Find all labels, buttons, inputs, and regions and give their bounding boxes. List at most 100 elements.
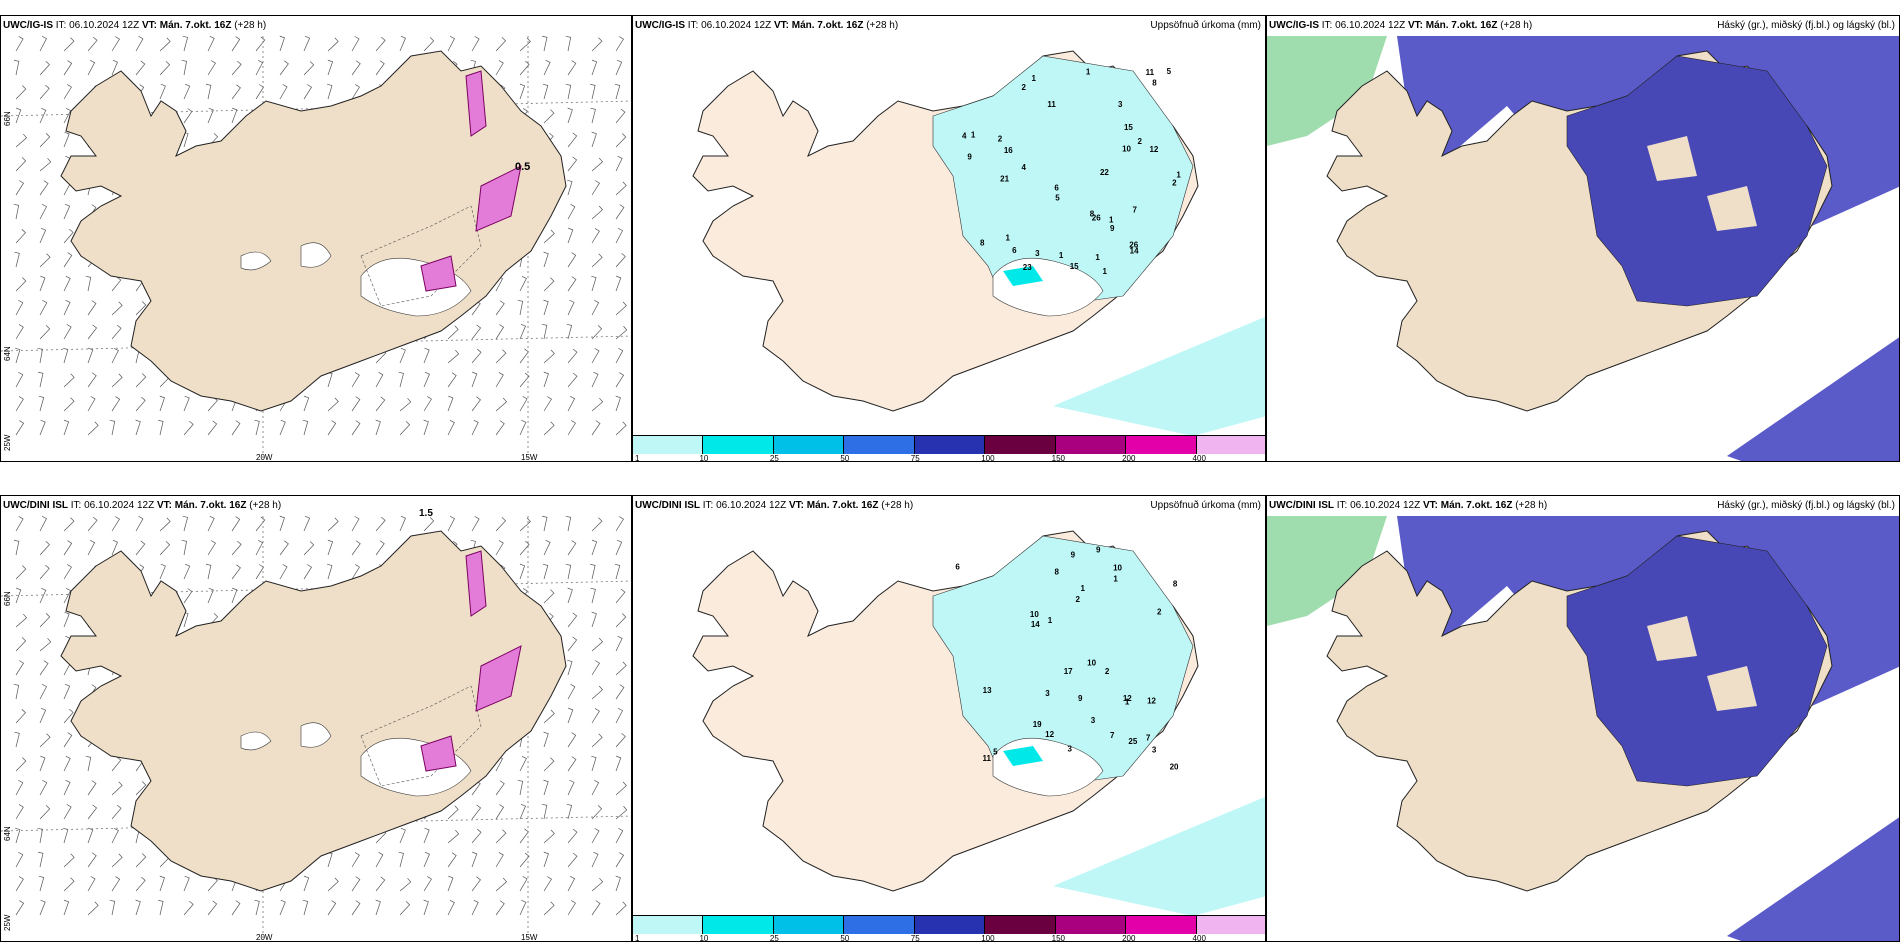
wind-barb [303,61,315,76]
wind-barb [327,517,339,532]
colorbar-swatch [985,436,1056,454]
wind-barb [615,348,624,364]
wind-barb [135,516,144,532]
wind-barb [591,299,600,316]
wind-barb [591,275,597,292]
wind-barb [15,85,27,100]
wind-barb [159,517,171,532]
wind-barb [519,275,527,292]
colorbar-swatch [914,916,986,934]
precip-value-label: 4 [962,132,967,141]
wind-barb [39,227,47,244]
wind-barb [519,803,526,820]
annotation-value: 1.5 [419,508,433,519]
wind-barb [565,515,572,532]
wind-barb [87,59,96,76]
wind-barb [399,827,406,844]
precip-cell [465,70,487,137]
wind-barb [39,61,50,76]
wind-barb [63,84,72,100]
wind-barb [543,349,555,364]
wind-barb [543,901,555,916]
colorbar-swatch [1055,436,1127,454]
wind-barb [135,781,147,796]
colorbar-label: 75 [910,934,920,942]
wind-barb [159,563,166,580]
wind-barb [14,251,20,268]
wind-barb [39,707,47,724]
wind-barb [39,133,51,148]
wind-barb [207,107,214,124]
wind-barb [87,901,99,916]
precip-value-label: 1 [1080,584,1085,593]
wind-barb [15,133,28,148]
wind-barb [471,371,478,388]
wind-barb [543,109,555,124]
wind-barb [591,851,599,868]
wind-barb [447,372,457,388]
wind-barb [39,203,48,220]
wind-barb [471,36,480,52]
wind-barb [183,588,193,604]
wind-barb [159,395,165,412]
wind-barb [567,900,576,916]
precip-cell [465,550,487,617]
wind-barb [302,899,309,916]
wind-barb [15,277,27,292]
wind-barb [567,179,573,196]
wind-barb [303,35,311,52]
wind-barb [375,36,386,52]
wind-barb [231,900,241,916]
wind-barb [303,541,315,556]
panel-wind-bottom: UWC/DINI ISL IT: 06.10.2024 12Z VT: Mán.… [0,495,632,942]
colorbar-label: 25 [769,454,779,462]
wind-barb [590,587,596,604]
wind-barb [39,780,48,796]
wind-barb [39,180,49,196]
wind-barb [13,539,20,556]
wind-barb [447,349,460,364]
wind-barb [181,539,187,556]
iceland-land [60,530,567,892]
wind-barb [423,347,430,364]
wind-barb [111,876,121,892]
wind-barb [15,516,24,532]
wind-barb [13,59,20,76]
wind-barb [495,372,504,388]
wind-barb [182,515,189,532]
colorbar-label: 100 [981,454,995,462]
wind-barb [327,900,337,916]
wind-barb [183,83,191,100]
wind-barb [181,59,187,76]
wind-barb [591,611,597,628]
wind-barb [567,299,575,316]
wind-barb [231,107,238,124]
wind-barb [615,204,625,220]
wind-barb [542,515,548,532]
colorbar-swatch [633,436,704,454]
wind-barb [591,228,600,244]
colorbar-swatch [1196,916,1265,934]
lon-label-20w: 20W [256,453,273,462]
wind-barb [615,635,623,652]
panel-clouds-top: UWC/IG-IS IT: 06.10.2024 12Z VT: Mán. 7.… [1266,15,1900,462]
panel-title: UWC/IG-IS IT: 06.10.2024 12Z VT: Mán. 7.… [1269,20,1533,31]
wind-barb [567,659,573,676]
wind-barb [111,804,122,820]
precip-value-label: 2 [998,134,1003,143]
precip-value-label: 8 [1173,580,1178,589]
colorbar-label: 150 [1051,454,1066,462]
precip-value-label: 10 [1030,610,1039,619]
wind-barb [615,588,626,604]
wind-barb [399,877,412,892]
wind-barb [591,779,600,796]
precip-value-label: 15 [1070,262,1079,271]
wind-barb [183,420,194,436]
precip-value-label: 25 [1128,737,1137,746]
wind-barb [519,828,529,844]
wind-barb [519,37,531,52]
wind-barb [207,515,215,532]
wind-barb [37,347,43,364]
colorbar-label: 25 [769,934,779,942]
wind-barb [351,36,360,52]
